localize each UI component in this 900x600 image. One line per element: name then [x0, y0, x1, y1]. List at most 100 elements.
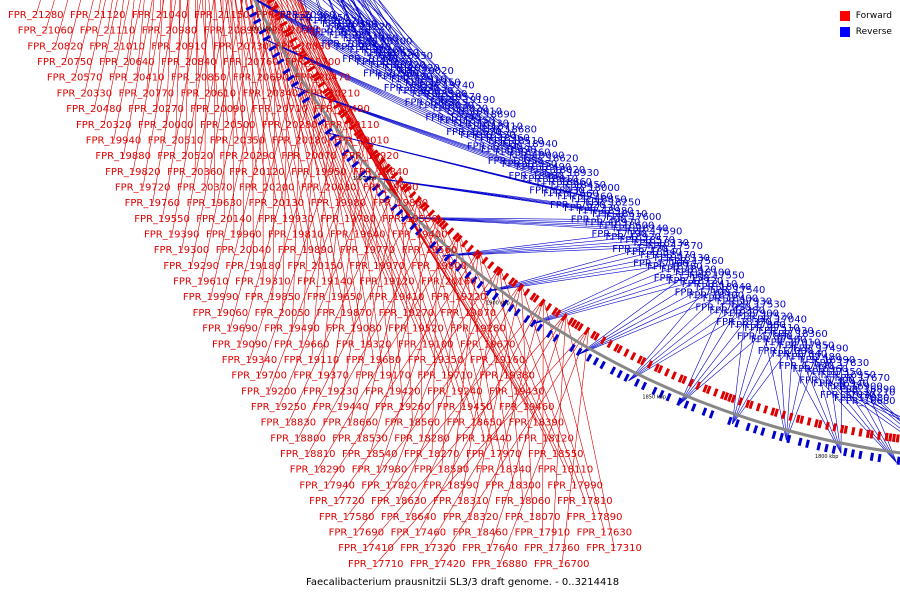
feature-mark [646, 360, 654, 369]
label-connector [431, 214, 439, 455]
feature-mark [745, 399, 751, 409]
feature-mark [869, 430, 874, 439]
label-connector [132, 0, 165, 172]
feature-mark [443, 253, 452, 262]
label-connector [418, 195, 423, 439]
forward-gene-label: FPR_19900 [363, 183, 419, 194]
forward-gene-label: FPR_18310 [433, 496, 489, 507]
feature-mark [390, 171, 399, 180]
reverse-gene-label: FPR_19020 [433, 104, 489, 115]
forward-gene-label: FPR_20480 [66, 104, 122, 115]
label-connector [257, 0, 291, 125]
feature-mark [491, 292, 500, 301]
feature-mark [258, 28, 267, 35]
feature-mark [382, 163, 391, 171]
reverse-gene-label: FPR_21260 [343, 34, 399, 45]
forward-gene-label: FPR_19280 [450, 324, 506, 335]
forward-gene-label: FPR_17410 [338, 543, 394, 554]
label-connector [764, 336, 787, 441]
feature-mark [640, 381, 648, 391]
label-connector [302, 47, 417, 329]
forward-gene-label: FPR_19270 [379, 308, 435, 319]
label-connector [348, 114, 384, 376]
forward-gene-label: FPR_18060 [495, 496, 551, 507]
feature-track [240, 0, 900, 465]
forward-gene-label: FPR_19460 [499, 402, 555, 413]
reverse-gene-label: FPR_18740 [425, 112, 481, 123]
feature-mark [409, 222, 418, 231]
feature-mark [545, 329, 553, 339]
reverse-gene-label: FPR_17670 [835, 373, 891, 384]
forward-gene-label: FPR_18120 [518, 433, 574, 444]
label-connector [428, 313, 567, 549]
feature-mark [858, 450, 863, 460]
forward-gene-label: FPR_20350 [210, 135, 266, 146]
forward-gene-label: FPR_18390 [509, 418, 565, 429]
reverse-gene-label: FPR_17930 [717, 297, 773, 308]
reverse-gene-label: FPR_18250 [585, 197, 641, 208]
reverse-gene-label: FPR_18720 [668, 276, 724, 287]
forward-gene-label: FPR_19670 [460, 339, 516, 350]
feature-mark [332, 102, 342, 110]
feature-mark [262, 35, 271, 42]
feature-mark [616, 345, 623, 354]
forward-gene-label: FPR_20200 [239, 183, 295, 194]
reverse-gene-label: FPR_18690 [481, 145, 537, 156]
reverse-gene-label: FPR_17520 [737, 311, 793, 322]
forward-gene-label: FPR_20270 [128, 104, 184, 115]
forward-gene-label: FPR_19980 [311, 198, 367, 209]
reverse-gene-label: FPR_17860 [737, 332, 793, 343]
forward-gene-label: FPR_19550 [134, 214, 190, 225]
feature-mark [341, 148, 350, 157]
reverse-gene-label: FPR_18920 [606, 232, 662, 243]
forward-gene-label: FPR_18300 [485, 480, 541, 491]
label-connector [264, 38, 558, 171]
forward-gene-label: FPR_20490 [314, 104, 370, 115]
label-connector [351, 0, 406, 77]
feature-mark [286, 74, 295, 82]
label-connector [272, 0, 276, 298]
label-connector [485, 257, 683, 292]
feature-mark [302, 59, 312, 67]
forward-gene-label: FPR_18550 [528, 449, 584, 460]
label-connector [294, 86, 593, 189]
forward-gene-label: FPR_20040 [216, 245, 272, 256]
reverse-gene-label: FPR_18450 [551, 180, 607, 191]
forward-gene-label: FPR_19880 [95, 151, 151, 162]
reverse-gene-label: FPR_19790 [377, 72, 433, 83]
forward-gene-label: FPR_20320 [76, 120, 132, 131]
label-connector [679, 316, 766, 405]
scale-tick-label: 1900 kbp [486, 301, 510, 307]
feature-mark [466, 244, 475, 253]
forward-gene-label: FPR_21060 [18, 26, 74, 37]
forward-gene-label: FPR_21280 [8, 10, 64, 21]
label-connector [307, 214, 439, 455]
feature-mark [843, 447, 848, 457]
label-connector [327, 0, 468, 121]
reverse-gene-label: FPR_17260 [557, 191, 613, 202]
forward-gene-label: FPR_19710 [417, 371, 473, 382]
forward-gene-label: FPR_20610 [181, 88, 237, 99]
reverse-gene-label: FPR_18020 [530, 165, 586, 176]
feature-mark [623, 348, 630, 358]
forward-gene-label: FPR_17640 [462, 543, 518, 554]
feature-mark [653, 363, 660, 372]
forward-gene-label: FPR_19930 [258, 214, 314, 225]
feature-mark [414, 227, 423, 236]
label-connector [366, 0, 455, 98]
feature-mark [695, 381, 702, 390]
label-connector [848, 374, 897, 463]
forward-gene-label: FPR_19680 [346, 355, 402, 366]
forward-gene-label: FPR_19100 [398, 339, 454, 350]
feature-mark [351, 160, 360, 169]
reverse-gene-label: FPR_17080 [834, 393, 890, 404]
feature-mark [270, 4, 279, 11]
feature-mark [328, 96, 337, 104]
label-connector [862, 377, 897, 463]
label-connector [162, 0, 202, 219]
reverse-gene-label: FPR_19740 [419, 81, 475, 92]
forward-gene-label: FPR_19350 [408, 355, 464, 366]
label-connector [288, 24, 407, 314]
feature-mark [839, 424, 845, 434]
forward-gene-label: FPR_18070 [505, 512, 561, 523]
